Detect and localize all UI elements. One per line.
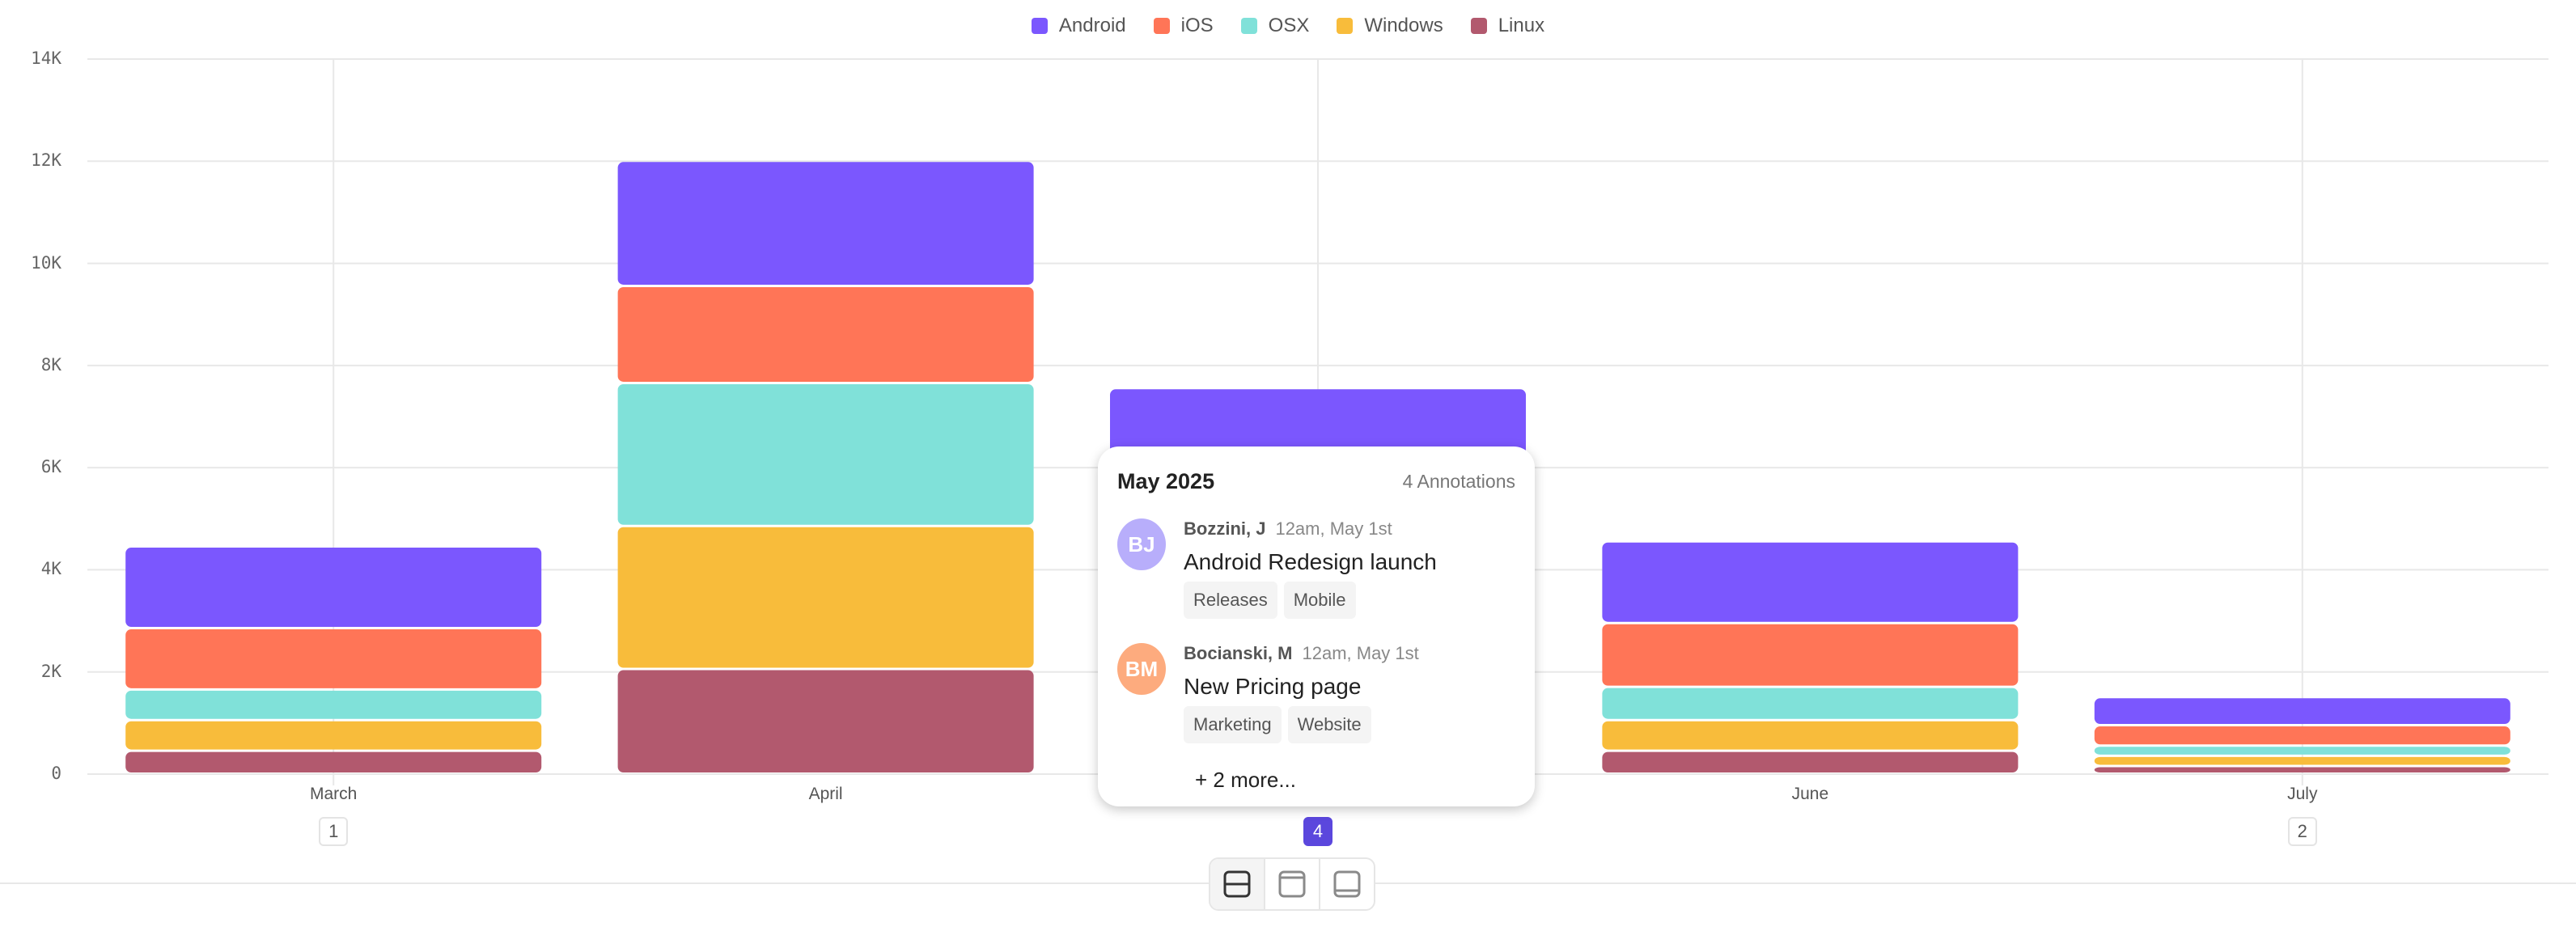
x-tick-label: April xyxy=(808,785,843,803)
annotation-count: 4 Annotations xyxy=(1402,471,1515,492)
more-annotations-link[interactable]: + 2 more... xyxy=(1195,768,1296,792)
layout-bottom-panel-button[interactable] xyxy=(1320,859,1374,909)
layout-split-icon xyxy=(1223,870,1251,898)
bar-segment-windows-april xyxy=(617,527,1034,668)
legend-swatch xyxy=(1153,18,1170,34)
bar-segment-linux-july xyxy=(2094,767,2510,772)
bar-segment-ios-april xyxy=(617,286,1034,382)
annotation-item[interactable]: BJ Bozzini, J 12am, May 1st Android Redes… xyxy=(1117,518,1515,619)
legend-item-ios[interactable]: iOS xyxy=(1153,15,1214,37)
bar-segment-osx-july xyxy=(2094,747,2510,755)
bar-segment-windows-june xyxy=(1602,721,2019,750)
bar-segment-ios-june xyxy=(1602,624,2019,686)
bar-segment-linux-april xyxy=(617,670,1034,772)
annotation-title: Android Redesign launch xyxy=(1184,549,1437,574)
tooltip-title: May 2025 xyxy=(1117,469,1215,493)
annotation-author: Bocianski, M xyxy=(1184,643,1293,663)
bar-segment-linux-june xyxy=(1602,751,2019,772)
bar-segment-osx-april xyxy=(617,383,1034,525)
layout-top-panel-button[interactable] xyxy=(1265,859,1320,909)
y-tick-label: 6K xyxy=(40,457,61,477)
legend-label: OSX xyxy=(1268,15,1310,36)
layout-bottom-panel-icon xyxy=(1333,870,1361,898)
bar-segment-android-april xyxy=(617,162,1034,285)
y-tick-label: 4K xyxy=(40,559,61,579)
bar-segment-ios-july xyxy=(2094,726,2510,745)
y-tick-label: 10K xyxy=(31,252,61,273)
x-tick-label: July xyxy=(2287,785,2318,803)
x-tick-label: June xyxy=(1791,785,1829,803)
x-tick-label: March xyxy=(310,785,358,803)
avatar: BM xyxy=(1117,643,1166,695)
bar-segment-windows-march xyxy=(125,721,542,750)
bar-segment-android-july xyxy=(2094,698,2510,725)
bar-segment-osx-june xyxy=(1602,688,2019,719)
legend: Android iOS OSX Windows Linux xyxy=(0,15,2576,37)
annotation-time: 12am, May 1st xyxy=(1275,518,1392,539)
layout-toolbar xyxy=(1209,857,1375,911)
legend-item-windows[interactable]: Windows xyxy=(1337,15,1443,37)
y-tick-label: 2K xyxy=(40,661,61,681)
annotation-badge[interactable]: 4 xyxy=(1303,817,1332,846)
y-tick-label: 12K xyxy=(31,150,61,171)
layout-top-panel-icon xyxy=(1278,870,1306,898)
legend-item-osx[interactable]: OSX xyxy=(1240,15,1310,37)
annotation-author: Bozzini, J xyxy=(1184,518,1266,539)
legend-swatch xyxy=(1337,18,1354,34)
tag[interactable]: Mobile xyxy=(1283,582,1356,619)
legend-swatch xyxy=(1470,18,1487,34)
legend-label: iOS xyxy=(1180,15,1214,36)
legend-item-android[interactable]: Android xyxy=(1031,15,1126,37)
bar-segment-ios-march xyxy=(125,629,542,688)
annotation-tooltip: May 2025 4 Annotations BJ Bozzini, J 12am… xyxy=(1098,446,1535,806)
legend-label: Windows xyxy=(1364,15,1443,36)
legend-swatch xyxy=(1031,18,1048,34)
y-tick-label: 14K xyxy=(31,49,61,68)
annotation-badge[interactable]: 1 xyxy=(319,817,349,846)
bar-segment-android-june xyxy=(1602,542,2019,622)
bar-segment-android-march xyxy=(125,548,542,628)
y-tick-label: 8K xyxy=(40,354,61,375)
annotation-title: New Pricing page xyxy=(1184,674,1362,699)
avatar: BJ xyxy=(1117,518,1166,570)
legend-label: Android xyxy=(1058,15,1126,36)
bar-segment-linux-march xyxy=(125,751,542,772)
bar-segment-osx-march xyxy=(125,690,542,719)
legend-swatch xyxy=(1240,18,1257,34)
layout-split-button[interactable] xyxy=(1210,859,1265,909)
tag[interactable]: Releases xyxy=(1184,582,1277,619)
annotation-time: 12am, May 1st xyxy=(1302,643,1419,663)
legend-item-linux[interactable]: Linux xyxy=(1470,15,1545,37)
annotation-item[interactable]: BM Bocianski, M 12am, May 1st New Pricing… xyxy=(1117,643,1515,743)
annotation-badge[interactable]: 2 xyxy=(2287,817,2317,846)
tag[interactable]: Website xyxy=(1287,706,1371,743)
legend-label: Linux xyxy=(1498,15,1545,36)
tag[interactable]: Marketing xyxy=(1184,706,1282,743)
y-tick-label: 0 xyxy=(51,764,61,783)
bar-segment-windows-july xyxy=(2094,756,2510,765)
